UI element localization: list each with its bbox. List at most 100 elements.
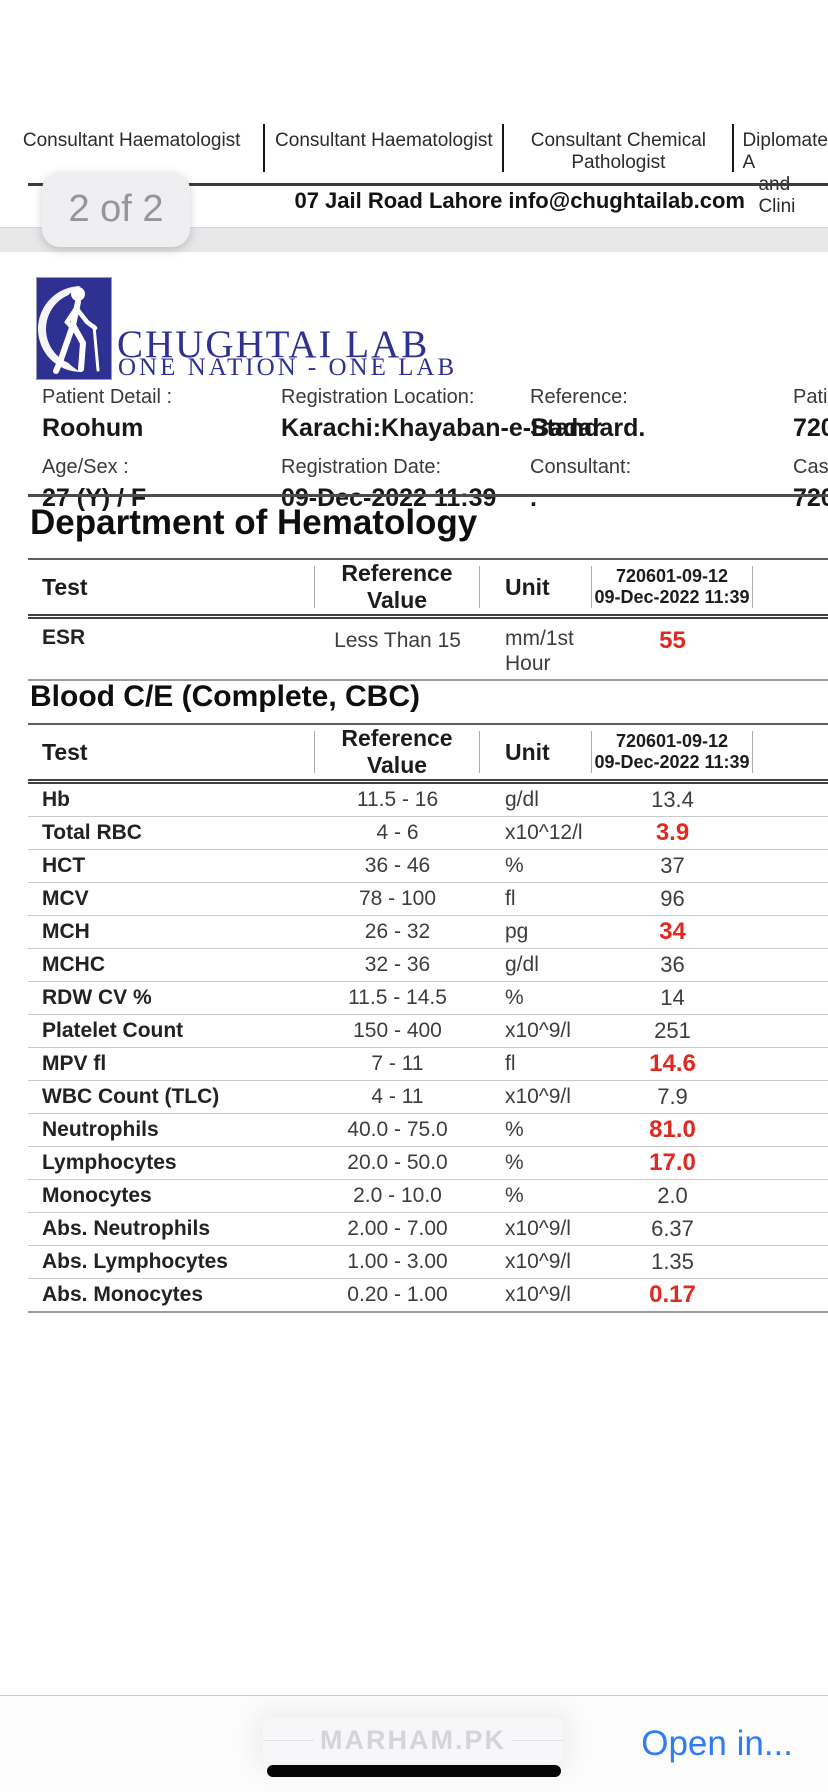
table-row: ESR Less Than 15 mm/1st Hour 55	[28, 619, 828, 679]
row-reference-value: 2.0 - 10.0	[353, 1184, 442, 1207]
row-test-name: RDW CV %	[42, 986, 152, 1009]
row-reference-value: 11.5 - 16	[356, 788, 439, 811]
cbc-table: Test Reference Value Unit 720601-09-12 0…	[28, 723, 828, 1313]
row-result-value: 1.35	[651, 1249, 694, 1274]
row-test-name: MCV	[42, 887, 89, 910]
row-unit: mm/1st Hour	[505, 627, 574, 675]
previous-page-sliver: Consultant Haematologist Consultant Haem…	[0, 0, 828, 254]
consultant-title: Consultant Chemical Pathologist	[504, 124, 735, 173]
patient-field-label: Patien	[793, 386, 828, 408]
row-reference-value: 150 - 400	[353, 1019, 442, 1042]
lab-address: 07 Jail Road Lahore info@chughtailab.com	[294, 188, 745, 213]
table-row: Total RBC 4 - 6 x10^12/l 3.9	[28, 817, 828, 850]
table-row: Monocytes 2.0 - 10.0 % 2.0	[28, 1180, 828, 1213]
table-header: Test Reference Value Unit 720601-09-12 0…	[28, 725, 828, 784]
row-unit: %	[505, 986, 524, 1009]
footer-divider-line	[28, 183, 828, 186]
row-result-value: 96	[660, 886, 685, 911]
patient-field-value: Standard.	[530, 414, 646, 442]
patient-field-label: Registration Date:	[281, 456, 442, 478]
table-row: Platelet Count 150 - 400 x10^9/l 251	[28, 1015, 828, 1048]
home-indicator[interactable]	[267, 1765, 561, 1777]
patient-field: Age/Sex : 27 (Y) / F	[42, 456, 281, 513]
table-row: Abs. Neutrophils 2.00 - 7.00 x10^9/l 6.3…	[28, 1213, 828, 1246]
row-test-name: HCT	[42, 854, 86, 877]
col-header-result: 720601-09-12 09-Dec-2022 11:39	[592, 566, 753, 608]
row-unit: x10^9/l	[505, 1283, 571, 1306]
chughtai-lab-logo	[36, 277, 112, 380]
patient-field-value: 27 (Y) / F	[42, 484, 147, 512]
consultant-signature-row: Consultant Haematologist Consultant Haem…	[0, 124, 828, 217]
open-in-link[interactable]: Open in...	[641, 1724, 793, 1763]
walking-figure-icon	[71, 287, 85, 301]
col-header-reference: Reference Value	[315, 725, 480, 778]
patient-field-label: Patient Detail :	[42, 386, 173, 408]
row-reference-value: 36 - 46	[364, 854, 431, 877]
section-divider	[28, 494, 828, 497]
row-result-value: 14	[660, 985, 685, 1010]
patient-field: Registration Date: 09-Dec-2022 11:39	[281, 456, 530, 513]
row-test-name: MCHC	[42, 953, 105, 976]
row-result-value: 251	[654, 1018, 691, 1043]
row-reference-value: 32 - 36	[364, 953, 431, 976]
row-result-value: 34	[659, 918, 686, 945]
table-row: Abs. Lymphocytes 1.00 - 3.00 x10^9/l 1.3…	[28, 1246, 828, 1279]
col-header-test: Test	[28, 731, 315, 773]
watermark-text: MARHAM.PK	[314, 1718, 512, 1762]
table-row: MCH 26 - 32 pg 34	[28, 916, 828, 949]
row-reference-value: 78 - 100	[358, 887, 437, 910]
row-test-name: Platelet Count	[42, 1019, 184, 1042]
table-row: RDW CV % 11.5 - 14.5 % 14	[28, 982, 828, 1015]
row-unit: %	[505, 854, 524, 877]
row-reference-value: 20.0 - 50.0	[347, 1151, 448, 1174]
table-row: WBC Count (TLC) 4 - 11 x10^9/l 7.9	[28, 1081, 828, 1114]
patient-field: Consultant: .	[530, 456, 793, 513]
row-result-value: 0.17	[649, 1281, 696, 1308]
row-unit: x10^9/l	[505, 1217, 571, 1240]
row-result-value: 2.0	[657, 1183, 688, 1208]
row-reference-value: 7 - 11	[371, 1052, 424, 1075]
consultant-title-cut: Diplomate A and Clini	[742, 130, 828, 217]
col-header-unit: Unit	[480, 731, 592, 773]
row-reference-value: Less Than 15	[334, 629, 461, 652]
patient-field: Registration Location: Karachi:Khayaban-…	[281, 386, 602, 443]
col-header-result: 720601-09-12 09-Dec-2022 11:39	[592, 731, 753, 773]
table-row: HCT 36 - 46 % 37	[28, 850, 828, 883]
row-reference-value: 40.0 - 75.0	[347, 1118, 448, 1141]
patient-details: Patient Detail : Roohum Registration Loc…	[42, 386, 828, 513]
patient-field-value: Karachi:Khayaban-e-Badar	[281, 414, 602, 442]
row-test-name: Abs. Monocytes	[42, 1283, 204, 1306]
row-test-name: Neutrophils	[42, 1118, 159, 1141]
row-test-name: MCH	[42, 920, 90, 943]
row-reference-value: 1.00 - 3.00	[347, 1250, 448, 1273]
row-result-value: 81.0	[649, 1116, 696, 1143]
table-header: Test Reference Value Unit 720601-09-12 0…	[28, 560, 828, 619]
watermark-box: MARHAM.PK	[263, 1718, 563, 1762]
row-result-value: 37	[660, 853, 685, 878]
row-test-name: Hb	[42, 788, 70, 811]
row-test-name: Abs. Lymphocytes	[42, 1250, 228, 1273]
row-test-name: WBC Count (TLC)	[42, 1085, 220, 1108]
row-result-value: 17.0	[649, 1149, 696, 1176]
row-unit: x10^12/l	[505, 821, 583, 844]
patient-field-value: 09-Dec-2022 11:39	[281, 484, 497, 512]
lab-tagline: ONE NATION - ONE LAB	[118, 354, 458, 381]
patient-field: Reference: Standard.	[530, 386, 793, 443]
row-unit: g/dl	[505, 953, 539, 976]
row-unit: %	[505, 1151, 524, 1174]
row-result-value: 14.6	[649, 1050, 696, 1077]
lab-name: CHUGHTAI LAB	[117, 323, 430, 366]
cbc-section-heading: Blood C/E (Complete, CBC)	[30, 680, 420, 713]
row-unit: pg	[505, 920, 529, 943]
patient-field-value: .	[530, 484, 537, 512]
col-header-filler	[753, 566, 828, 608]
row-reference-value: 4 - 11	[371, 1085, 424, 1108]
row-reference-value: 0.20 - 1.00	[347, 1283, 448, 1306]
report-page: CHUGHTAI LAB ONE NATION - ONE LAB Patien…	[0, 252, 828, 1695]
row-unit: x10^9/l	[505, 1019, 571, 1042]
row-result-value: 55	[659, 627, 686, 654]
department-heading: Department of Hematology	[30, 503, 478, 542]
table-row: MCV 78 - 100 fl 96	[28, 883, 828, 916]
row-result-value: 36	[660, 952, 685, 977]
patient-field-value: 7206	[793, 414, 828, 442]
